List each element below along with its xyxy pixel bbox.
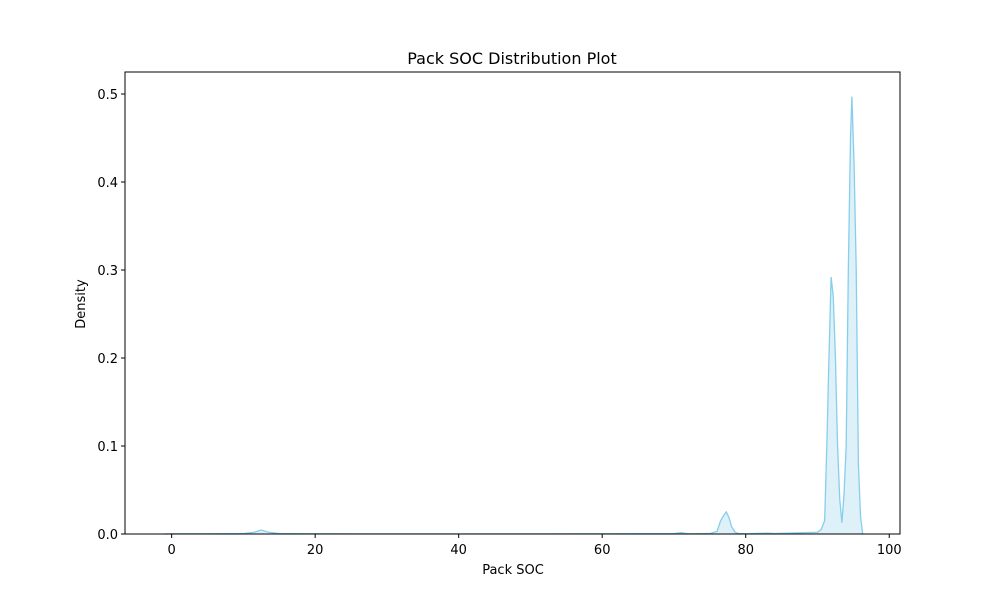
x-tick-label: 100 xyxy=(877,543,902,558)
x-axis-label: Pack SOC xyxy=(482,563,544,578)
density-area-0 xyxy=(164,96,863,534)
x-tick-label: 60 xyxy=(594,543,611,558)
density-line-0 xyxy=(164,96,864,535)
x-tick-label: 40 xyxy=(450,543,467,558)
y-tick-label: 0.3 xyxy=(97,264,118,279)
y-tick-label: 0.2 xyxy=(97,352,118,367)
chart-title: Pack SOC Distribution Plot xyxy=(407,49,616,68)
axes-frame xyxy=(124,71,901,535)
x-tick-label: 0 xyxy=(168,543,176,558)
x-tick-label: 80 xyxy=(737,543,754,558)
y-tick-label: 0.0 xyxy=(97,528,118,543)
axes: 0 20 40 60 80 100 0.0 0.1 0.2 0.3 0.4 0.5 xyxy=(97,71,902,558)
y-axis-label: Density xyxy=(74,279,89,329)
x-tick-label: 20 xyxy=(307,543,324,558)
y-tick-label: 0.5 xyxy=(97,88,118,103)
y-tick-label: 0.4 xyxy=(97,176,118,191)
y-tick-label: 0.1 xyxy=(97,440,118,455)
plot-area xyxy=(164,96,864,535)
